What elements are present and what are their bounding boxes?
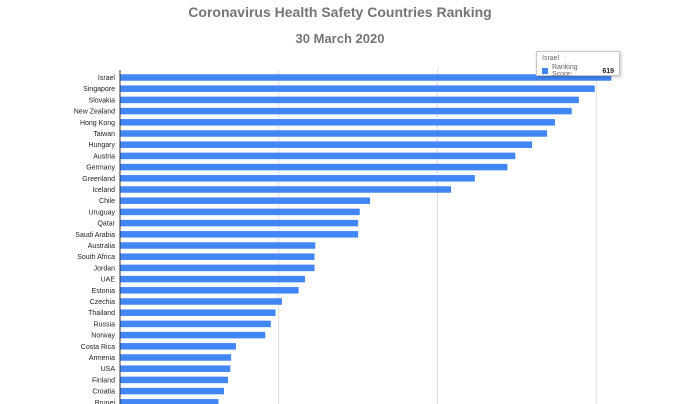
bar-germany[interactable] [120, 163, 508, 171]
category-label: Brunei [95, 400, 116, 404]
bar-finland[interactable] [120, 376, 228, 384]
tooltip-row: Ranking Score: 619 [542, 64, 614, 78]
bar-saudi-arabia[interactable] [120, 231, 359, 238]
bar-austria[interactable] [120, 152, 516, 160]
bar-south-africa[interactable] [120, 253, 315, 260]
category-label: Germany [86, 165, 115, 172]
category-label: Hong Kong [80, 120, 115, 127]
category-label: Norway [91, 333, 115, 340]
category-label: Jordan [94, 265, 116, 272]
tooltip: Israel Ranking Score: 619 [536, 51, 620, 78]
tooltip-value: 619 [602, 67, 614, 75]
category-label: Finland [92, 377, 115, 384]
category-label: UAE [101, 277, 116, 284]
category-label: Iceland [92, 187, 115, 194]
category-label: Uruguay [89, 209, 116, 216]
bar-hong-kong[interactable] [120, 119, 556, 126]
bar-australia[interactable] [120, 242, 316, 249]
bar-jordan[interactable] [120, 264, 315, 272]
bar-armenia[interactable] [120, 354, 232, 361]
category-label: Australia [88, 243, 115, 250]
series-swatch-icon [542, 68, 548, 74]
bar-hungary[interactable] [120, 141, 533, 148]
category-label: Singapore [83, 86, 115, 93]
category-label: Armenia [89, 355, 115, 362]
category-label: Taiwan [93, 131, 115, 138]
category-label: South Africa [77, 254, 115, 261]
category-label: Russia [94, 321, 116, 328]
bar-russia[interactable] [120, 320, 271, 328]
category-label: Costa Rica [81, 344, 115, 351]
bar-new-zealand[interactable] [120, 107, 572, 115]
category-label: New Zealand [74, 109, 115, 116]
bar-czechia[interactable] [120, 298, 282, 305]
bar-israel[interactable] [120, 74, 612, 81]
category-label: Thailand [88, 310, 115, 317]
bar-singapore[interactable] [120, 85, 595, 92]
category-label: Greenland [82, 176, 115, 183]
category-labels: Israel Singapore Slovakia New Zealand Hong K… [74, 75, 116, 404]
category-label: Estonia [92, 288, 115, 295]
bar-norway[interactable] [120, 331, 266, 339]
category-label: Saudi Arabia [75, 232, 115, 239]
category-label: USA [101, 366, 116, 373]
bars [120, 74, 612, 404]
bar-croatia[interactable] [120, 387, 224, 395]
bar-thailand[interactable] [120, 309, 276, 316]
chart-subtitle: 30 March 2020 [295, 31, 385, 46]
bar-costa-rica[interactable] [120, 343, 236, 350]
category-label: Croatia [92, 389, 115, 396]
category-label: Slovakia [89, 97, 116, 104]
bar-usa[interactable] [120, 365, 231, 372]
bar-qatar[interactable] [120, 219, 359, 227]
bar-uruguay[interactable] [120, 208, 360, 216]
category-label: Qatar [97, 221, 115, 228]
bar-greenland[interactable] [120, 175, 475, 182]
bar-estonia[interactable] [120, 287, 299, 294]
bar-chile[interactable] [120, 197, 371, 204]
category-label: Chile [99, 198, 115, 205]
category-label: Austria [93, 153, 115, 160]
category-label: Hungary [89, 142, 116, 149]
category-label: Israel [98, 75, 116, 82]
bar-iceland[interactable] [120, 186, 452, 193]
tooltip-title: Israel [542, 55, 560, 62]
bar-taiwan[interactable] [120, 130, 548, 137]
bar-slovakia[interactable] [120, 96, 579, 104]
bar-uae[interactable] [120, 275, 305, 283]
chart-title: Coronavirus Health Safety Countries Rank… [188, 4, 492, 20]
category-label: Czechia [90, 299, 115, 306]
bar-brunei[interactable] [120, 399, 219, 404]
tooltip-label: Ranking Score: [551, 64, 578, 78]
